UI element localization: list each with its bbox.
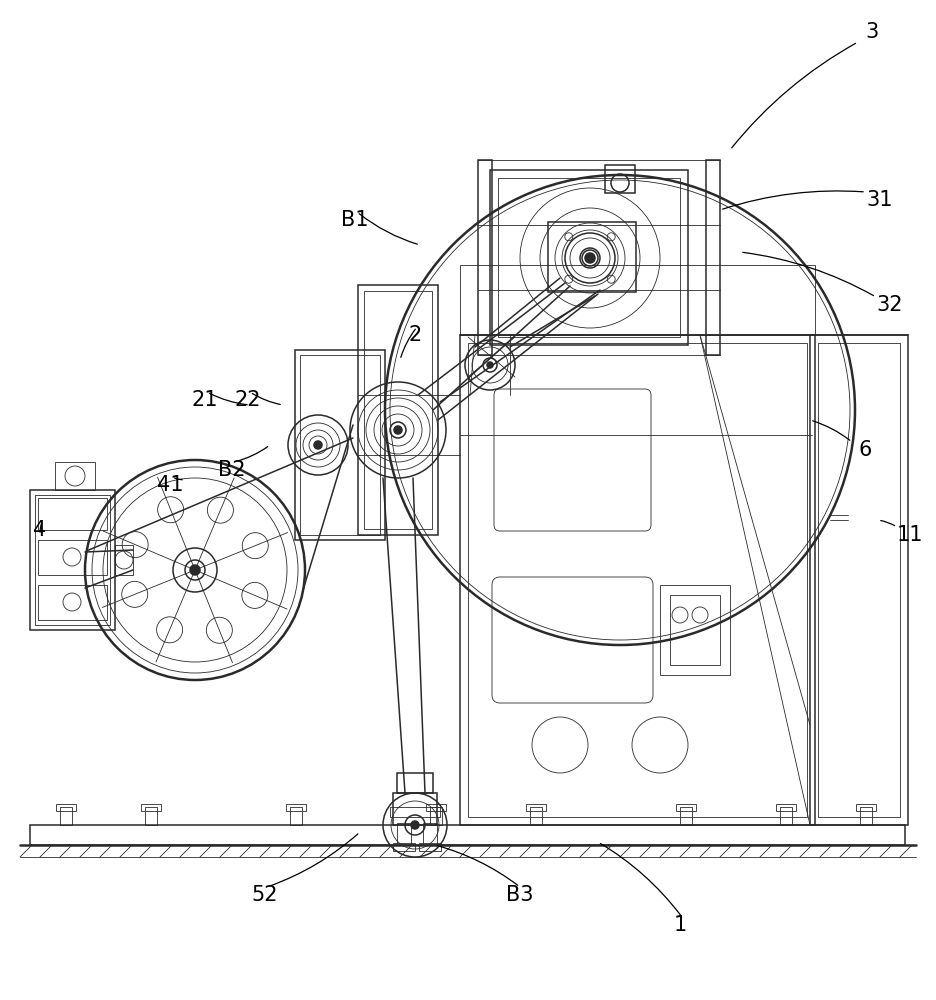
Bar: [660, 585, 730, 675]
Text: 41: 41: [156, 475, 183, 495]
Circle shape: [314, 441, 322, 449]
Bar: [490, 170, 688, 345]
Bar: [780, 807, 792, 825]
Text: B3: B3: [506, 885, 534, 905]
Bar: [300, 355, 380, 535]
Bar: [397, 773, 433, 793]
Text: 32: 32: [877, 295, 903, 315]
Text: 2: 2: [408, 325, 421, 345]
Text: 11: 11: [897, 525, 923, 545]
Bar: [393, 793, 437, 825]
Bar: [676, 804, 696, 811]
Circle shape: [190, 565, 200, 575]
Bar: [670, 595, 720, 665]
Text: 1: 1: [673, 915, 687, 935]
Circle shape: [411, 821, 419, 829]
Bar: [145, 807, 157, 825]
Bar: [818, 343, 900, 817]
Bar: [526, 804, 546, 811]
Bar: [55, 462, 95, 490]
Text: 4: 4: [34, 520, 47, 540]
Bar: [419, 843, 441, 851]
Text: 21: 21: [192, 390, 218, 410]
Bar: [60, 807, 72, 825]
Text: 6: 6: [858, 440, 871, 460]
Bar: [30, 825, 905, 845]
Circle shape: [487, 362, 493, 368]
Bar: [810, 335, 908, 825]
Text: 3: 3: [866, 22, 879, 42]
Circle shape: [394, 426, 402, 434]
Bar: [548, 222, 636, 292]
Bar: [390, 807, 440, 817]
Text: 22: 22: [235, 390, 261, 410]
Bar: [860, 807, 872, 825]
Bar: [35, 495, 110, 625]
Text: B2: B2: [218, 460, 246, 480]
Bar: [364, 291, 432, 529]
Bar: [856, 804, 876, 811]
Bar: [30, 490, 115, 630]
Bar: [460, 335, 815, 825]
Bar: [290, 807, 302, 825]
Bar: [286, 804, 306, 811]
Bar: [530, 807, 542, 825]
Bar: [295, 350, 385, 540]
Bar: [393, 843, 415, 851]
Circle shape: [586, 254, 594, 262]
Bar: [38, 540, 107, 575]
Bar: [776, 804, 796, 811]
Bar: [468, 343, 807, 817]
Bar: [460, 265, 815, 335]
Bar: [358, 285, 438, 535]
Bar: [141, 804, 161, 811]
Bar: [38, 585, 107, 620]
Bar: [38, 498, 107, 530]
Bar: [478, 160, 492, 355]
Text: 52: 52: [252, 885, 278, 905]
Text: 31: 31: [867, 190, 893, 210]
Bar: [56, 804, 76, 811]
Bar: [426, 804, 446, 811]
Text: B1: B1: [342, 210, 369, 230]
Bar: [605, 165, 635, 193]
Bar: [430, 807, 442, 825]
Bar: [115, 545, 133, 575]
Bar: [498, 178, 680, 337]
Bar: [680, 807, 692, 825]
Bar: [706, 160, 720, 355]
Bar: [397, 823, 411, 845]
Circle shape: [585, 253, 595, 263]
Bar: [423, 823, 437, 845]
